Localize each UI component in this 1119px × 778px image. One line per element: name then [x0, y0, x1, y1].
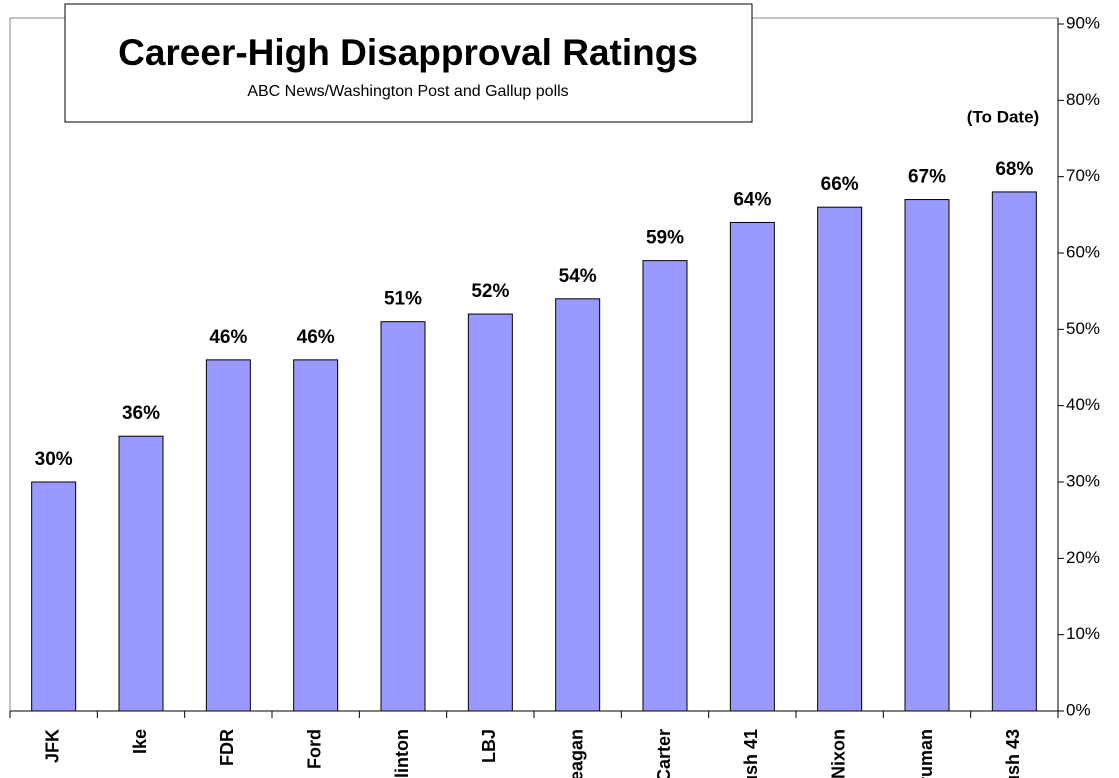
x-tick-label: Truman [916, 729, 936, 778]
x-tick-label: Ike [130, 729, 150, 754]
x-tick-label: Bush 41 [741, 729, 761, 778]
bar [904, 199, 950, 712]
x-tick-label: JFK [42, 729, 62, 763]
value-label: 54% [559, 266, 597, 287]
y-tick-label: 20% [1066, 548, 1100, 567]
y-tick-label: 90% [1066, 13, 1100, 32]
bar [991, 191, 1037, 712]
bar [555, 298, 601, 712]
x-tick-label: Clinton [392, 729, 412, 778]
value-label: 51% [384, 289, 422, 310]
y-tick-label: 80% [1066, 90, 1100, 109]
value-label: 46% [209, 327, 247, 348]
x-tick-label: Nixon [828, 729, 848, 778]
bar [293, 359, 339, 712]
value-label: 46% [297, 327, 335, 348]
bar [817, 206, 863, 712]
value-label: 52% [471, 281, 509, 302]
annotation: (To Date) [967, 107, 1039, 126]
bar [31, 481, 77, 712]
x-tick-label: FDR [217, 729, 237, 766]
x-tick-label: Bush 43 [1003, 729, 1023, 778]
chart-title: Career-High Disapproval Ratings [118, 32, 698, 73]
y-tick-label: 60% [1066, 242, 1100, 261]
chart-subtitle: ABC News/Washington Post and Gallup poll… [247, 83, 568, 100]
value-label: 36% [122, 403, 160, 424]
x-tick-label: LBJ [479, 729, 499, 763]
y-tick-label: 50% [1066, 319, 1100, 338]
x-tick-label: Reagan [566, 729, 586, 778]
x-tick-label: Ford [304, 729, 324, 769]
y-tick-label: 40% [1066, 395, 1100, 414]
y-tick-label: 70% [1066, 166, 1100, 185]
value-label: 59% [646, 228, 684, 249]
bar [118, 435, 164, 712]
x-tick-label: Carter [654, 729, 674, 778]
bar [729, 221, 775, 712]
value-label: 67% [908, 167, 946, 188]
bar [380, 321, 426, 712]
value-label: 64% [733, 189, 771, 210]
bar [205, 359, 251, 712]
value-label: 30% [35, 449, 73, 470]
y-tick-label: 30% [1066, 471, 1100, 490]
value-label: 68% [995, 159, 1033, 180]
y-tick-label: 0% [1066, 700, 1091, 719]
title-box [64, 3, 753, 123]
bar [642, 260, 688, 712]
y-tick-label: 10% [1066, 624, 1100, 643]
bar [467, 313, 513, 712]
value-label: 66% [821, 174, 859, 195]
